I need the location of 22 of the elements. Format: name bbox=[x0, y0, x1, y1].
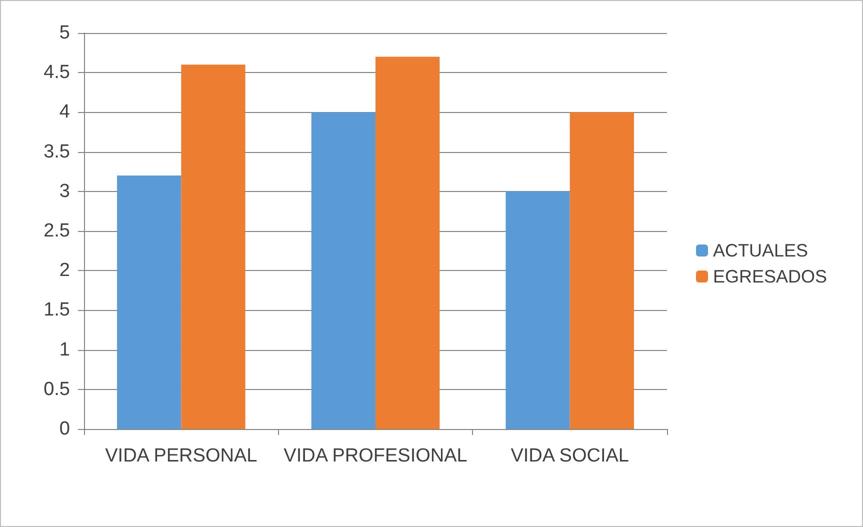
bar bbox=[376, 56, 440, 429]
legend-label: ACTUALES bbox=[713, 240, 808, 260]
y-tick-label: 1.5 bbox=[44, 300, 70, 321]
y-tick-label: 0 bbox=[59, 418, 70, 440]
bar bbox=[506, 191, 570, 429]
y-tick-label: 4.5 bbox=[44, 62, 70, 84]
y-tick-label: 2 bbox=[59, 260, 70, 282]
y-tick-label: 5 bbox=[59, 22, 70, 44]
bar bbox=[117, 176, 182, 429]
y-tick-label: 3.5 bbox=[44, 141, 70, 162]
bar bbox=[570, 112, 634, 429]
x-tick-label: VIDA PROFESIONAL bbox=[284, 446, 468, 466]
legend-label: EGRESADOS bbox=[713, 266, 828, 286]
y-tick-label: 0.5 bbox=[44, 378, 70, 400]
y-tick-label: 2.5 bbox=[44, 220, 70, 242]
y-tick-label: 4 bbox=[59, 102, 70, 123]
y-tick-label: 1 bbox=[59, 339, 70, 360]
y-tick-label: 3 bbox=[59, 180, 70, 202]
x-tick-label: VIDA SOCIAL bbox=[510, 446, 629, 466]
x-tick-label: VIDA PERSONAL bbox=[105, 446, 258, 466]
bar bbox=[311, 112, 376, 429]
bar bbox=[181, 64, 246, 429]
